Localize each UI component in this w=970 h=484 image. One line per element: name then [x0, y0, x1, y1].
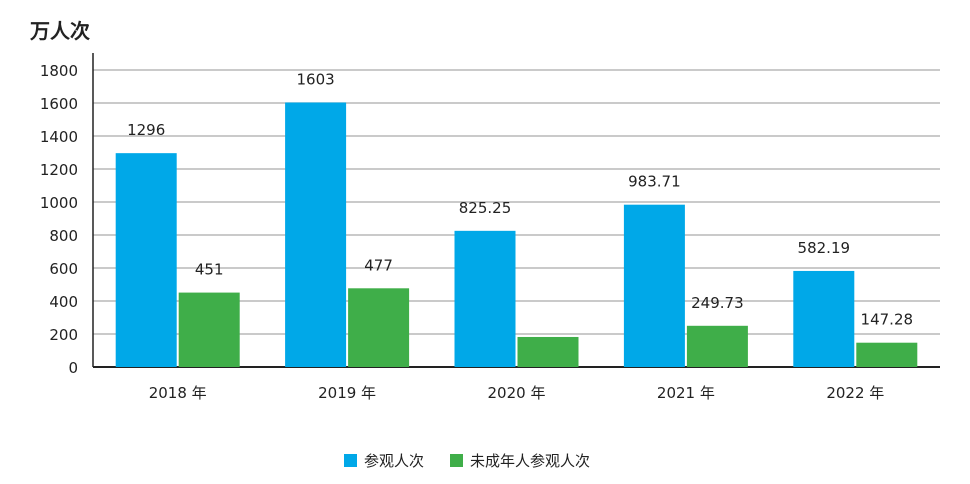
bar-visitors [285, 102, 347, 367]
legend: 参观人次 未成年人参观人次 [344, 452, 590, 470]
legend-label: 未成年人参观人次 [470, 452, 590, 470]
bar-minor-visitors [348, 288, 410, 367]
bar-visitors [454, 230, 516, 367]
x-tick-label: 2020 年 [488, 384, 546, 402]
y-tick-label: 1800 [40, 62, 78, 80]
y-tick-label: 1400 [40, 128, 78, 146]
x-tick-label: 2022 年 [826, 384, 884, 402]
bar-minor-visitors [686, 325, 748, 367]
bar-minor-visitors [178, 292, 240, 367]
bar-visitors [115, 153, 177, 367]
legend-label: 参观人次 [364, 452, 424, 470]
bar-minor-visitors [856, 342, 918, 367]
y-tick-label: 200 [49, 326, 78, 344]
data-label: 983.71 [628, 173, 681, 191]
legend-swatch [344, 454, 357, 467]
y-tick-label: 1600 [40, 95, 78, 113]
y-tick-label: 0 [68, 359, 78, 377]
data-label: 451 [195, 261, 224, 279]
x-tick-label: 2021 年 [657, 384, 715, 402]
data-label: 249.73 [691, 294, 744, 312]
x-tick-label: 2019 年 [318, 384, 376, 402]
data-label: 1296 [127, 121, 165, 139]
y-tick-label: 600 [49, 260, 78, 278]
data-label: 1603 [297, 71, 335, 89]
y-tick-label: 400 [49, 293, 78, 311]
data-label: 147.28 [861, 311, 914, 329]
data-label: 825.25 [459, 199, 512, 217]
x-tick-label: 2018 年 [149, 384, 207, 402]
bar-minor-visitors [517, 336, 579, 367]
data-label: 582.19 [798, 239, 851, 257]
bar-visitors [793, 270, 855, 367]
legend-swatch [450, 454, 463, 467]
bar-visitors [623, 204, 685, 367]
y-axis-unit-label: 万人次 [29, 19, 90, 43]
y-tick-label: 1200 [40, 161, 78, 179]
y-tick-label: 800 [49, 227, 78, 245]
data-label: 477 [364, 256, 393, 274]
y-tick-label: 1000 [40, 194, 78, 212]
